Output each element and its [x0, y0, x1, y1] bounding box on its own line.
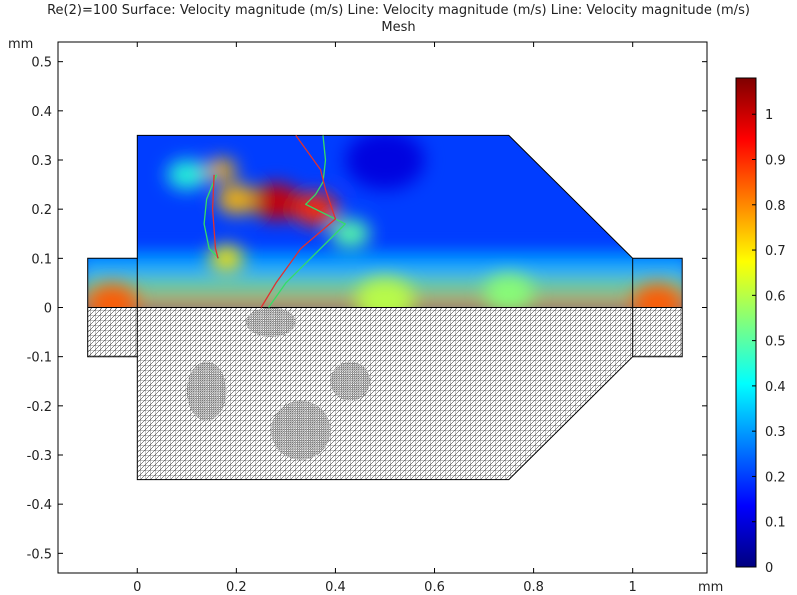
colorbar-tick-label: 1: [765, 108, 773, 123]
y-tick-label: 0.4: [31, 105, 52, 120]
x-tick-label: 0.8: [523, 580, 544, 595]
colorbar-tick-label: 0.5: [765, 335, 786, 350]
y-tick-label: 0: [44, 302, 52, 317]
velocity-surface: [87, 135, 683, 308]
field-feature: [484, 274, 534, 308]
y-unit-label: mm: [8, 37, 33, 52]
field-feature: [355, 277, 415, 308]
flap-line-2: [268, 135, 346, 308]
y-tick-label: 0.2: [31, 203, 52, 218]
flap-line-0: [203, 174, 220, 259]
y-tick-label: -0.4: [27, 498, 52, 513]
y-tick-label: 0.3: [31, 154, 52, 169]
field-feature: [209, 245, 244, 272]
field-band: [87, 258, 683, 275]
flap-lines: [203, 135, 346, 308]
x-tick-label: 0: [133, 580, 141, 595]
x-tick-label: 0.4: [325, 580, 346, 595]
field-feature: [330, 218, 371, 249]
x-axis: 0 0.2 0.4 0.6 0.8 1 mm: [133, 42, 723, 595]
colorbar-tick-label: 0.1: [765, 516, 786, 531]
colorbar-tick-label: 0.4: [765, 380, 786, 395]
y-tick-label: 0.5: [31, 56, 52, 71]
y-tick-label: -0.5: [27, 547, 52, 562]
x-unit-label: mm: [698, 580, 723, 595]
y-tick-label: -0.3: [27, 449, 52, 464]
field-feature: [632, 284, 683, 308]
y-axis: -0.5 -0.4 -0.3 -0.2 -0.1 0 0.1 0.2 0.3 0.4 0.5 mm: [8, 37, 707, 562]
colorbar-tick-label: 0.2: [765, 470, 786, 485]
mesh-refinement: [186, 361, 227, 421]
colorbar-tick-label: 0.6: [765, 289, 786, 304]
y-tick-label: -0.1: [27, 351, 52, 366]
colorbar-tick-label: 0: [765, 561, 773, 576]
colorbar-tick-label: 0.7: [765, 244, 786, 259]
flap-line-1: [211, 174, 219, 259]
colorbar-tick-label: 0.3: [765, 425, 786, 440]
field-band: [87, 238, 683, 255]
field-feature: [206, 158, 237, 181]
chart-title-line2: Mesh: [381, 20, 416, 35]
lower-outline: [87, 307, 683, 481]
mesh-refinement: [330, 361, 371, 401]
mesh-region: [87, 307, 683, 480]
flap-line-3: [260, 135, 337, 308]
field-feature: [345, 135, 425, 190]
field-feature: [166, 159, 207, 190]
field-feature: [216, 184, 257, 215]
x-tick-label: 0.2: [226, 580, 247, 595]
y-tick-label: -0.2: [27, 400, 52, 415]
mesh-refinement: [271, 400, 331, 460]
x-tick-label: 0.6: [424, 580, 445, 595]
colorbar: 0 0.1 0.2 0.3 0.4 0.5 0.6 0.7 0.8 0.9 1: [735, 77, 786, 576]
field-feature: [251, 183, 301, 221]
mesh-refinement: [246, 307, 296, 337]
colorbar-tick-label: 0.9: [765, 154, 786, 169]
field-feature: [87, 284, 138, 308]
mesh-fill: [87, 307, 683, 480]
chart-title-line1: Re(2)=100 Surface: Velocity magnitude (m…: [47, 3, 750, 18]
x-tick-label: 1: [629, 580, 637, 595]
colorbar-tick-label: 0.8: [765, 199, 786, 214]
y-tick-label: 0.1: [31, 252, 52, 267]
colorbar-bar: [735, 77, 757, 568]
